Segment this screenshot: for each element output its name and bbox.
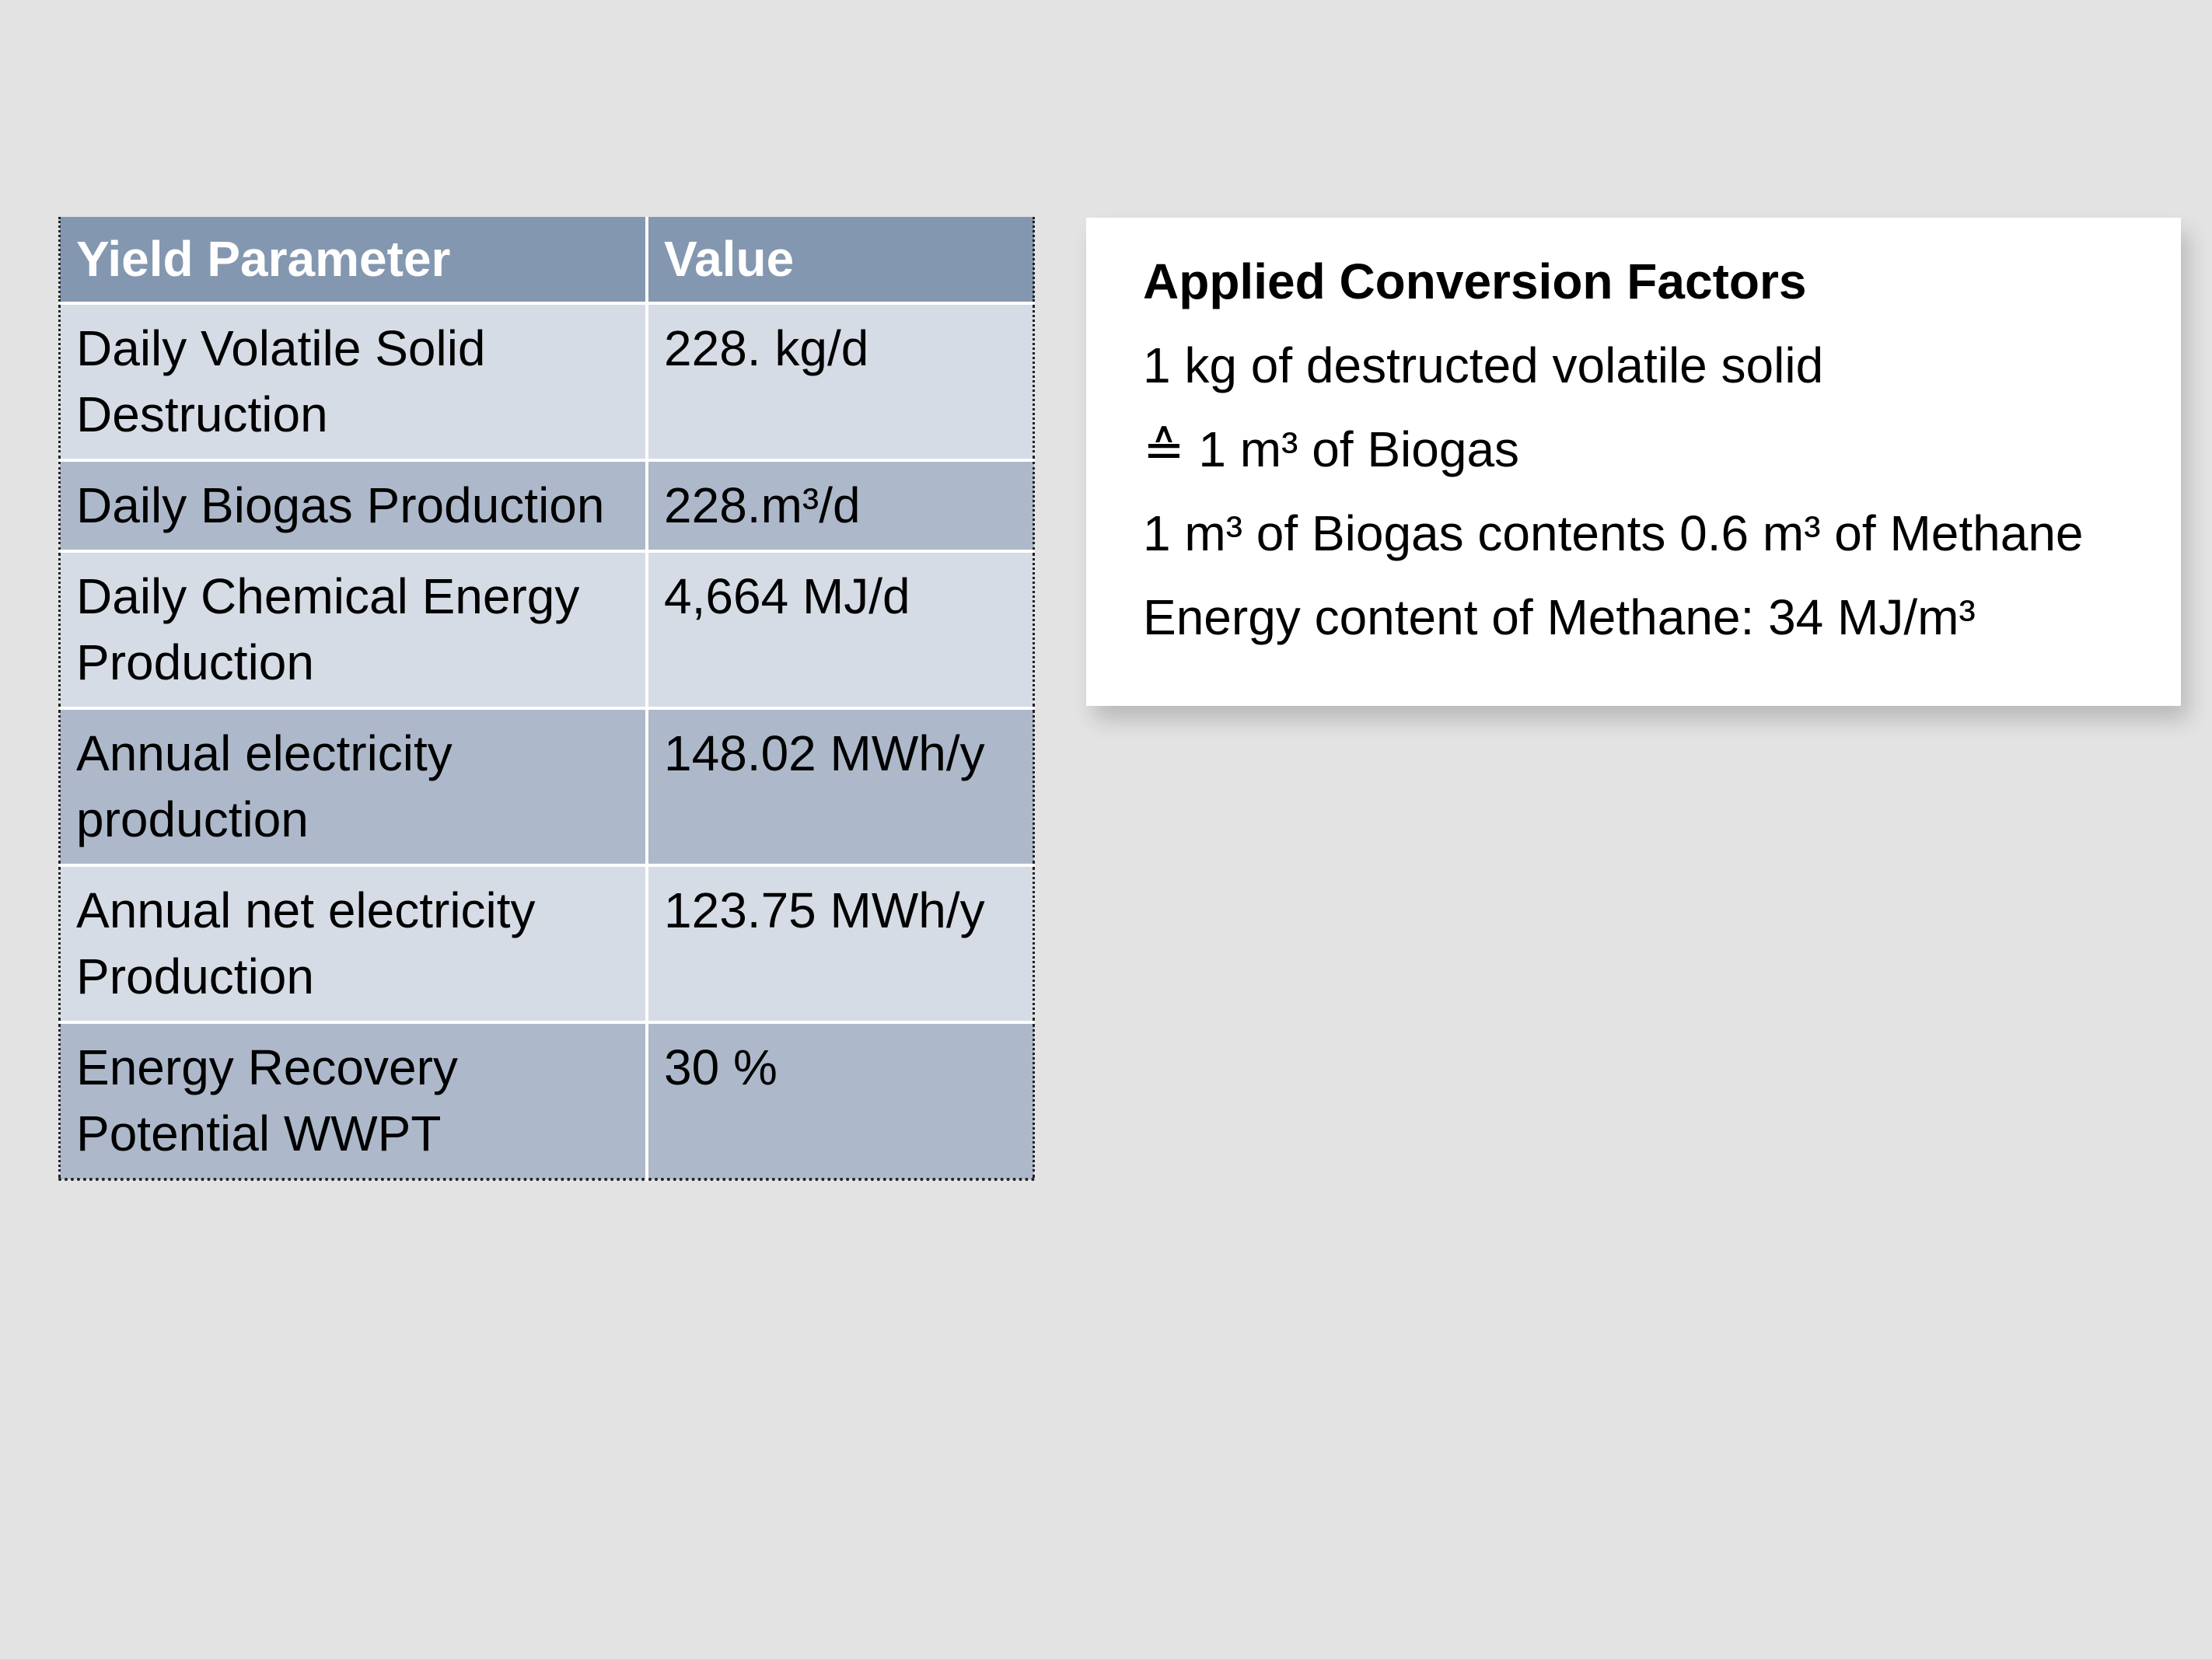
parameter-cell: Energy Recovery Potential WWPT bbox=[59, 1022, 648, 1179]
parameter-cell: Annual net electricity Production bbox=[59, 865, 648, 1024]
table-row: Annual electricity production 148.02 MWh… bbox=[59, 708, 1034, 867]
parameter-cell: Annual electricity production bbox=[59, 708, 648, 867]
value-cell: 228.m³/d bbox=[647, 460, 1034, 553]
value-cell: 228. kg/d bbox=[647, 303, 1034, 462]
value-cell: 123.75 MWh/y bbox=[647, 865, 1034, 1024]
header-yield-parameter: Yield Parameter bbox=[59, 217, 648, 305]
table-row: Daily Biogas Production 228.m³/d bbox=[59, 460, 1034, 553]
parameter-cell: Daily Volatile Solid Destruction bbox=[59, 303, 648, 462]
value-cell: 148.02 MWh/y bbox=[647, 708, 1034, 867]
conversion-factors-title: Applied Conversion Factors bbox=[1143, 253, 1807, 309]
table-row: Annual net electricity Production 123.75… bbox=[59, 865, 1034, 1024]
table-row: Daily Volatile Solid Destruction 228. kg… bbox=[59, 303, 1034, 462]
value-cell: 30 % bbox=[647, 1022, 1034, 1179]
conversion-factor-line: ≙ 1 m³ of Biogas bbox=[1143, 421, 1520, 477]
parameter-cell: Daily Chemical Energy Production bbox=[59, 551, 648, 710]
conversion-factors-box: Applied Conversion Factors 1 kg of destr… bbox=[1086, 218, 2181, 706]
conversion-factor-line: 1 m³ of Biogas contents 0.6 m³ of Methan… bbox=[1143, 505, 2084, 561]
parameter-cell: Daily Biogas Production bbox=[59, 460, 648, 553]
table-row: Daily Chemical Energy Production 4,664 M… bbox=[59, 551, 1034, 710]
table-row: Energy Recovery Potential WWPT 30 % bbox=[59, 1022, 1034, 1179]
table-header-row: Yield Parameter Value bbox=[59, 217, 1034, 305]
conversion-factor-line: Energy content of Methane: 34 MJ/m³ bbox=[1143, 589, 1976, 645]
conversion-factor-line: 1 kg of destructed volatile solid bbox=[1143, 337, 1824, 393]
yield-table: Yield Parameter Value Daily Volatile Sol… bbox=[58, 217, 1035, 1181]
value-cell: 4,664 MJ/d bbox=[647, 551, 1034, 710]
header-value: Value bbox=[647, 217, 1034, 305]
